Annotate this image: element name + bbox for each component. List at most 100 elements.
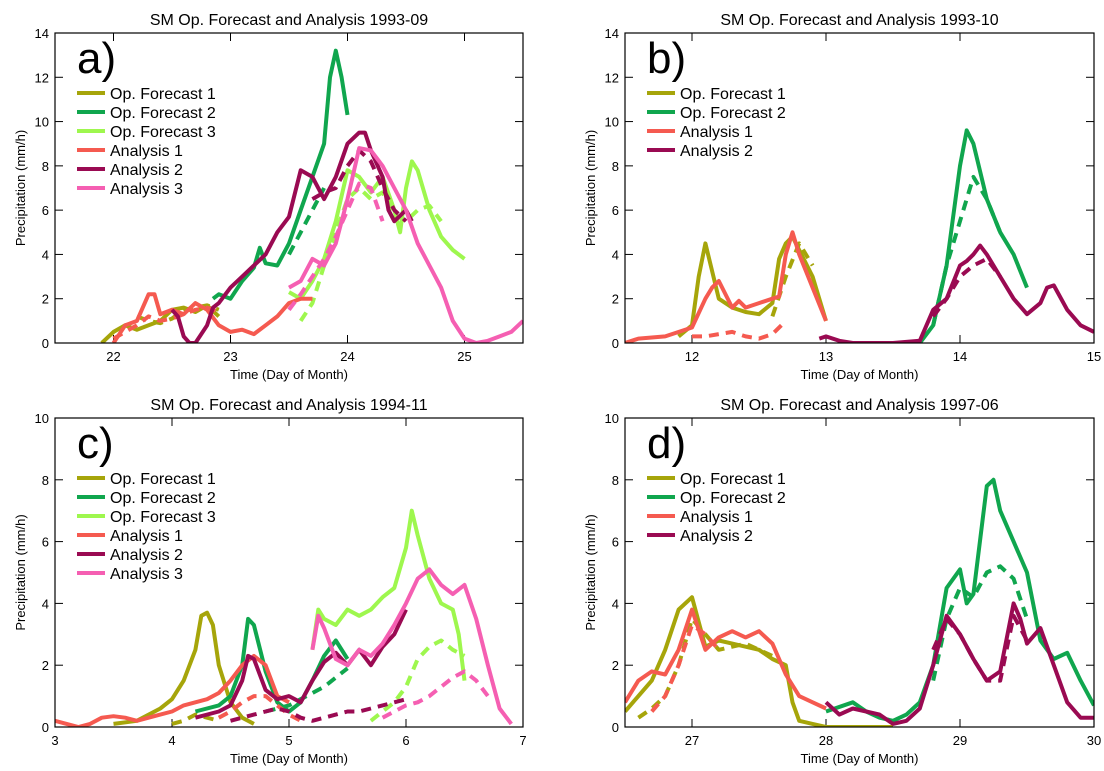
series-line: [692, 321, 786, 339]
legend-entry: Analysis 3: [110, 181, 183, 198]
x-tick-label: 12: [685, 349, 699, 364]
y-tick-label: 6: [42, 203, 49, 218]
series-line: [625, 610, 826, 709]
y-tick-label: 0: [612, 336, 619, 351]
y-tick-label: 6: [42, 535, 49, 550]
y-tick-label: 2: [612, 292, 619, 307]
legend-entry: Analysis 1: [680, 124, 753, 141]
y-tick-label: 4: [612, 247, 619, 262]
y-tick-label: 4: [612, 596, 619, 611]
x-tick-label: 28: [819, 733, 833, 748]
legend-entry: Analysis 2: [680, 143, 753, 160]
y-tick-label: 12: [35, 70, 49, 85]
y-axis-label: Precipitation (mm/h): [13, 130, 28, 246]
legend-entry: Op. Forecast 2: [680, 490, 786, 507]
series-line: [819, 246, 1094, 343]
series-line: [826, 603, 1094, 724]
series-line: [195, 610, 406, 718]
y-tick-label: 0: [42, 336, 49, 351]
y-tick-label: 14: [35, 26, 49, 41]
y-tick-label: 14: [605, 26, 619, 41]
chart-title: SM Op. Forecast and Analysis 1993-09: [150, 12, 428, 29]
chart-panel-1: SM Op. Forecast and Analysis 1993-09 Time…: [13, 12, 523, 382]
legend-entry: Op. Forecast 2: [110, 490, 216, 507]
x-axis-label: Time (Day of Month): [801, 751, 919, 766]
panel-label: a): [77, 34, 116, 83]
y-tick-label: 10: [35, 411, 49, 426]
x-tick-label: 27: [685, 733, 699, 748]
y-tick-label: 2: [612, 658, 619, 673]
legend-entry: Op. Forecast 1: [680, 471, 786, 488]
legend-entry: Analysis 1: [680, 509, 753, 526]
legend-entry: Op. Forecast 3: [110, 509, 216, 526]
legend-entry: Op. Forecast 1: [110, 471, 216, 488]
legend-entry: Analysis 1: [110, 143, 183, 160]
plot-area: [625, 130, 1094, 343]
panel-label: d): [647, 419, 686, 468]
panel-label: c): [77, 419, 114, 468]
x-tick-label: 15: [1087, 349, 1101, 364]
legend-entry: Op. Forecast 3: [110, 124, 216, 141]
legend-entry: Analysis 3: [110, 566, 183, 583]
y-tick-label: 8: [42, 159, 49, 174]
series-line: [772, 243, 812, 316]
x-tick-label: 6: [402, 733, 409, 748]
chart-title: SM Op. Forecast and Analysis 1993-10: [720, 12, 998, 29]
y-axis-label: Precipitation (mm/h): [583, 514, 598, 630]
y-axis-label: Precipitation (mm/h): [13, 514, 28, 630]
panel-label: b): [647, 34, 686, 83]
x-tick-label: 22: [106, 349, 120, 364]
y-tick-label: 6: [612, 203, 619, 218]
x-tick-label: 23: [223, 349, 237, 364]
plot-frame: [625, 418, 1094, 727]
x-tick-label: 13: [819, 349, 833, 364]
x-tick-label: 5: [285, 733, 292, 748]
y-tick-label: 2: [42, 658, 49, 673]
series-line: [625, 232, 826, 343]
x-axis-label: Time (Day of Month): [801, 367, 919, 382]
chart-title: SM Op. Forecast and Analysis 1994-11: [150, 397, 427, 414]
x-axis-label: Time (Day of Month): [230, 751, 348, 766]
y-axis-label: Precipitation (mm/h): [583, 130, 598, 246]
legend-entry: Op. Forecast 2: [680, 105, 786, 122]
x-tick-label: 4: [168, 733, 175, 748]
legend-entry: Op. Forecast 1: [680, 86, 786, 103]
y-tick-label: 0: [42, 720, 49, 735]
legend-entry: Analysis 1: [110, 528, 183, 545]
legend-entry: Analysis 2: [680, 528, 753, 545]
x-tick-label: 24: [340, 349, 354, 364]
y-tick-label: 8: [612, 473, 619, 488]
x-tick-label: 14: [953, 349, 967, 364]
y-tick-label: 4: [42, 596, 49, 611]
y-tick-label: 10: [605, 115, 619, 130]
y-tick-label: 6: [612, 535, 619, 550]
series-line: [301, 188, 441, 321]
x-tick-label: 29: [953, 733, 967, 748]
y-tick-label: 4: [42, 247, 49, 262]
y-tick-label: 10: [605, 411, 619, 426]
y-tick-label: 12: [605, 70, 619, 85]
x-tick-label: 7: [519, 733, 526, 748]
series-line: [289, 148, 523, 343]
x-tick-label: 3: [51, 733, 58, 748]
y-tick-label: 8: [612, 159, 619, 174]
chart-title: SM Op. Forecast and Analysis 1997-06: [720, 397, 998, 414]
chart-panel-4: SM Op. Forecast and Analysis 1997-06 Time…: [583, 397, 1101, 766]
y-tick-label: 8: [42, 473, 49, 488]
chart-panel-2: SM Op. Forecast and Analysis 1993-10 Time…: [583, 12, 1101, 382]
series-line: [312, 569, 511, 724]
legend-entry: Op. Forecast 1: [110, 86, 216, 103]
y-tick-label: 0: [612, 720, 619, 735]
x-tick-label: 25: [457, 349, 471, 364]
series-line: [826, 480, 1094, 721]
x-tick-label: 30: [1087, 733, 1101, 748]
y-tick-label: 2: [42, 292, 49, 307]
legend-entry: Analysis 2: [110, 547, 183, 564]
series-line: [231, 699, 407, 721]
chart-panel-3: SM Op. Forecast and Analysis 1994-11 Time…: [13, 397, 527, 766]
legend-entry: Op. Forecast 2: [110, 105, 216, 122]
legend-entry: Analysis 2: [110, 162, 183, 179]
y-tick-label: 10: [35, 115, 49, 130]
x-axis-label: Time (Day of Month): [230, 367, 348, 382]
